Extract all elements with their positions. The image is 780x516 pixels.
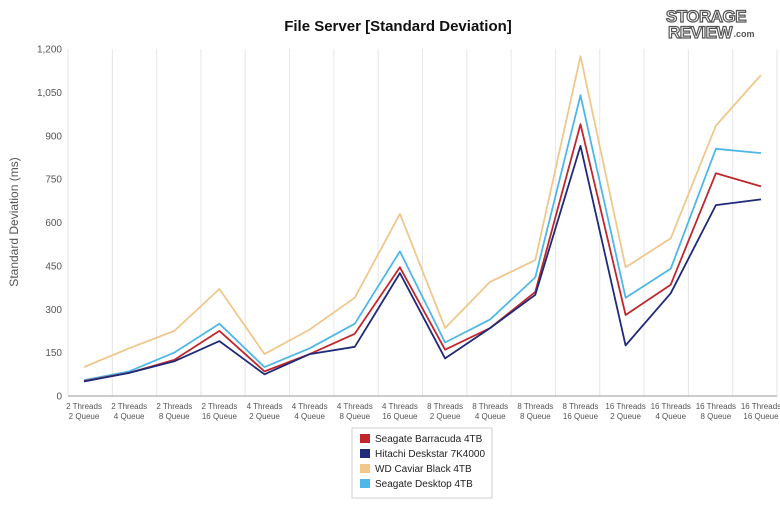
legend-label: Seagate Desktop 4TB (375, 479, 473, 490)
y-axis-label: Standard Deviation (ms) (7, 157, 21, 286)
x-tick-label-line: 4 Threads (382, 402, 418, 411)
x-tick-label-line: 2 Threads (66, 402, 102, 411)
x-tick-label-line: 16 Threads (651, 402, 691, 411)
x-tick-label: 16 Threads 16 Queue (741, 402, 780, 421)
chart-title: File Server [Standard Deviation] (284, 18, 512, 35)
y-tick-label: 1,200 (37, 45, 62, 56)
logo-suffix: .com (733, 29, 754, 39)
x-tick-label-line: 4 Threads (292, 402, 328, 411)
x-tick-label-line: 16 Queue (382, 412, 418, 421)
x-tick-label: 16 Threads 8 Queue (696, 402, 736, 421)
x-tick-label: 8 Threads 2 Queue (427, 402, 463, 421)
x-tick-label: 16 Threads 4 Queue (651, 402, 691, 421)
x-tick-label-line: 2 Queue (249, 412, 280, 421)
logo-line1: STORAGE (666, 7, 746, 26)
y-tick-label: 750 (45, 175, 62, 186)
x-tick-label: 2 Threads 4 Queue (111, 402, 147, 421)
x-tick-label-line: 2 Queue (69, 412, 100, 421)
x-tick-label-line: 16 Threads (741, 402, 780, 411)
legend-swatch (360, 449, 370, 458)
legend-swatch (360, 464, 370, 473)
legend: Seagate Barracuda 4TB Hitachi Deskstar 7K… (360, 434, 485, 490)
x-tick-label: 2 Threads 16 Queue (201, 402, 237, 421)
x-tick-label-line: 16 Queue (743, 412, 779, 421)
y-tick-label: 300 (45, 305, 62, 316)
y-tick-label: 0 (56, 392, 62, 403)
legend-box (351, 427, 493, 499)
x-tick-label-line: 8 Queue (520, 412, 551, 421)
x-tick-label-line: 4 Queue (655, 412, 686, 421)
x-tick-label-line: 16 Threads (696, 402, 736, 411)
legend-label: Hitachi Deskstar 7K4000 (375, 449, 485, 460)
x-tick-label-line: 4 Queue (475, 412, 506, 421)
x-tick-label-line: 16 Queue (202, 412, 238, 421)
grid (67, 49, 778, 397)
legend-swatch (360, 479, 370, 488)
x-tick-label-line: 4 Threads (337, 402, 373, 411)
x-tick-label: 2 Threads 8 Queue (156, 402, 192, 421)
series-lines (83, 55, 762, 383)
x-tick-label-line: 2 Threads (201, 402, 237, 411)
y-tick-label: 450 (45, 261, 62, 272)
x-tick-label-line: 2 Threads (156, 402, 192, 411)
x-tick-label-line: 4 Threads (247, 402, 283, 411)
storagereview-logo: STORAGE REVIEW .com (665, 6, 754, 42)
logo-line2: REVIEW (668, 23, 734, 42)
series-line-wd-caviar-black-4tb (83, 55, 762, 368)
series-line-hitachi-deskstar-7k4000 (83, 144, 762, 383)
legend-label: Seagate Barracuda 4TB (375, 434, 483, 445)
x-tick-label-line: 16 Threads (605, 402, 645, 411)
x-tick-label: 8 Threads 8 Queue (517, 402, 553, 421)
y-tick-label: 600 (45, 218, 62, 229)
x-tick-label: 4 Threads 4 Queue (292, 402, 328, 421)
series-line-seagate-barracuda-4tb (83, 123, 762, 382)
legend-swatch (360, 434, 370, 443)
x-tick-label: 4 Threads 16 Queue (382, 402, 418, 421)
x-tick-label-line: 8 Queue (339, 412, 370, 421)
x-tick-label-line: 8 Threads (563, 402, 599, 411)
x-tick-label-line: 8 Threads (517, 402, 553, 411)
x-tick-label-line: 4 Queue (114, 412, 145, 421)
x-tick-label: 4 Threads 2 Queue (247, 402, 283, 421)
legend-label: WD Caviar Black 4TB (375, 464, 472, 475)
x-tick-label-line: 8 Queue (159, 412, 190, 421)
x-tick-label-line: 2 Queue (610, 412, 641, 421)
y-tick-label: 900 (45, 131, 62, 142)
x-tick-label-line: 8 Threads (472, 402, 508, 411)
x-tick-label-line: 2 Threads (111, 402, 147, 411)
x-tick-label-line: 4 Queue (294, 412, 325, 421)
x-tick-label: 8 Threads 16 Queue (563, 402, 599, 421)
x-tick-label-line: 8 Threads (427, 402, 463, 411)
x-tick-label-line: 16 Queue (563, 412, 599, 421)
y-tick-label: 150 (45, 348, 62, 359)
x-tick-label: 8 Threads 4 Queue (472, 402, 508, 421)
x-tick-label-line: 8 Queue (701, 412, 732, 421)
y-axis-ticks: 0 150 300 450 600 750 900 1,050 1,200 (37, 45, 62, 403)
x-tick-label-line: 2 Queue (430, 412, 461, 421)
x-tick-label: 2 Threads 2 Queue (66, 402, 102, 421)
y-tick-label: 1,050 (37, 88, 62, 99)
x-tick-label: 16 Threads 2 Queue (605, 402, 645, 421)
x-tick-label: 4 Threads 8 Queue (337, 402, 373, 421)
series-line-seagate-desktop-4tb (83, 94, 762, 381)
